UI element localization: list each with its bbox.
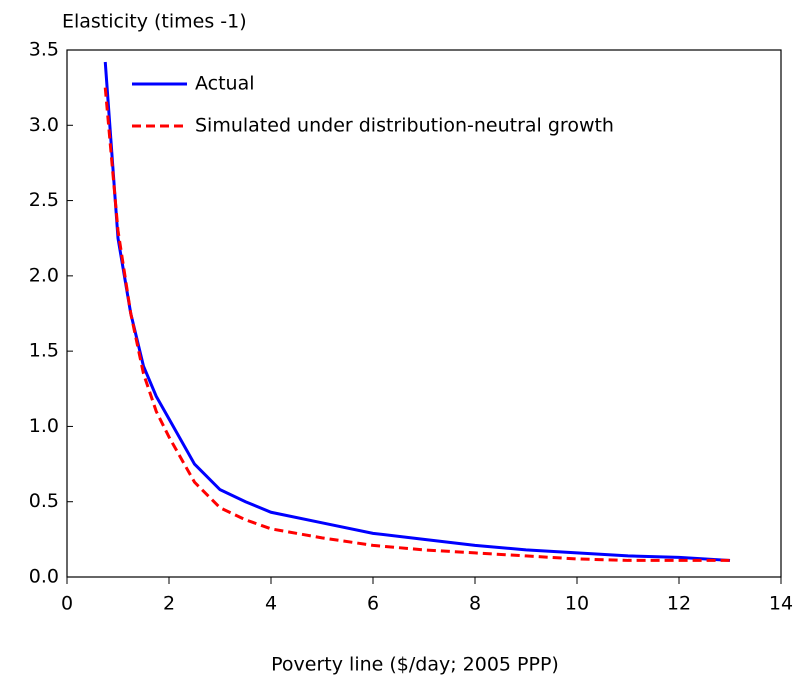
y-tick-label: 0.0 bbox=[29, 566, 59, 588]
x-tick-label: 2 bbox=[163, 593, 175, 615]
y-axis-label: Elasticity (times -1) bbox=[62, 11, 247, 33]
y-tick-label: 3.0 bbox=[29, 114, 59, 136]
y-tick-label: 2.0 bbox=[29, 264, 59, 286]
x-tick-label: 6 bbox=[367, 593, 379, 615]
series-line bbox=[103, 87, 730, 562]
series-line bbox=[103, 61, 731, 562]
x-axis-label: Poverty line ($/day; 2005 PPP) bbox=[271, 654, 559, 676]
x-tick-label: 10 bbox=[565, 593, 589, 615]
x-tick-label: 4 bbox=[265, 593, 277, 615]
x-tick-label: 8 bbox=[469, 593, 481, 615]
x-tick-label: 0 bbox=[61, 593, 73, 615]
y-tick-label: 2.5 bbox=[29, 189, 59, 211]
x-tick-label: 14 bbox=[769, 593, 793, 615]
y-tick-label: 3.5 bbox=[29, 39, 59, 61]
y-tick-label: 1.5 bbox=[29, 340, 59, 362]
x-tick-label: 12 bbox=[667, 593, 691, 615]
y-tick-label: 0.5 bbox=[29, 490, 59, 512]
legend-label: Actual bbox=[195, 73, 255, 95]
plot-frame bbox=[66, 49, 782, 578]
y-tick-label: 1.0 bbox=[29, 415, 59, 437]
legend-label: Simulated under distribution-neutral gro… bbox=[195, 115, 614, 137]
